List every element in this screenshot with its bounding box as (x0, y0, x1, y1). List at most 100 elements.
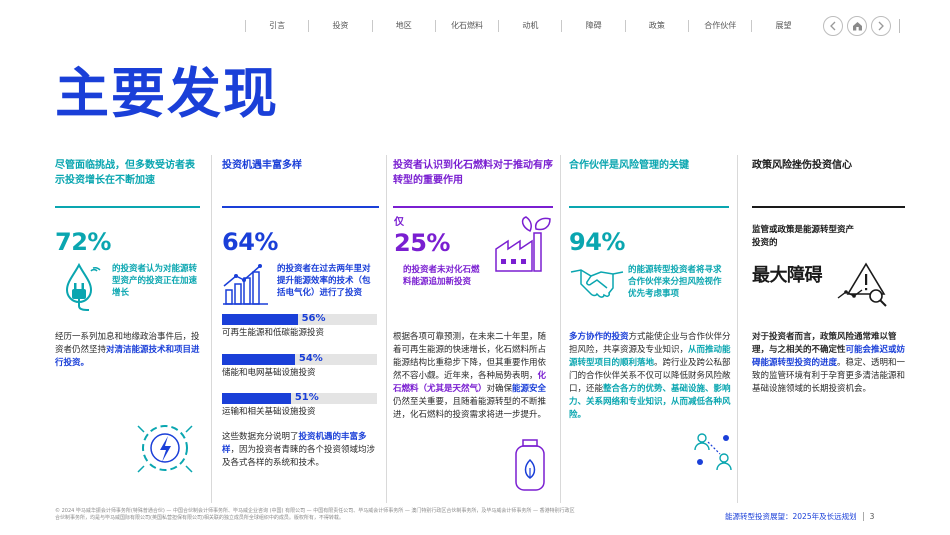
heading-rule (569, 206, 729, 208)
warning-search-icon (837, 262, 887, 307)
nav-separator (371, 20, 373, 32)
bar-item: 54% 储能和电网基础设施投资 (222, 353, 377, 379)
finding-policy-risk-body: 对于投资者而言，政策风险通常难以管理，与之相关的不确定性可能会推迟或妨碍能源转型… (752, 331, 907, 396)
energy-gear-icon (137, 425, 193, 473)
nav-controls-divider (899, 19, 900, 33)
next-page-button[interactable] (871, 16, 891, 36)
body-highlight: 对清洁能源技术和项目进行投资。 (55, 345, 200, 368)
stat-25-description: 的投资者未对化石燃料能源追加新投资 (403, 265, 480, 287)
column-divider (211, 155, 212, 503)
nav-separator (561, 20, 563, 32)
bar-track: 51% (222, 392, 377, 404)
factory-leaf-icon (495, 216, 551, 272)
column-divider (386, 155, 387, 503)
finding-policy-risk: 政策风险挫伤投资信心 (752, 158, 905, 208)
stat-94-description: 的能源转型投资者将寻求合作伙伴来分担风险视作优先考虑事项 (628, 265, 722, 299)
body-highlight: 投资机遇的丰富多样 (222, 432, 367, 455)
stat-72-description: 的投资者认为对能源转型资产的投资正在加速增长 (112, 264, 198, 298)
body-text: ，因为投资者青睐的各个投资领域均涉及各式各样的系统和技术。 (222, 445, 376, 468)
heading-rule (55, 206, 200, 208)
handshake-icon (570, 269, 624, 298)
biggest-barrier: 最大障碍 (752, 265, 823, 286)
bar-value: 54% (298, 353, 323, 364)
bar-fill (222, 393, 291, 404)
body-text: 这些数据充分说明了 (222, 432, 299, 442)
bar-label: 储能和电网基础设施投资 (222, 368, 316, 378)
finding-heading: 投资者认识到化石燃料对于推动有序转型的重要作用 (393, 160, 553, 186)
nav-item-partners[interactable]: 合作伙伴 (704, 21, 737, 30)
body-text: 经历一系列加息和地缘政治事件后，投资者仍然坚持 (55, 332, 200, 355)
nav-separator (688, 20, 690, 32)
report-title[interactable]: 能源转型投资展望：2025年及长远规划 (725, 512, 857, 521)
nav-item-barriers[interactable]: 障碍 (585, 21, 602, 30)
nav-separator (308, 20, 310, 32)
body-highlight: 可能会推迟或妨碍能源转型投资的进度 (752, 345, 906, 368)
finding-heading: 合作伙伴是风险管理的关键 (569, 160, 689, 171)
body-text: 。稳定、透明和一致的监管环境有利于孕育更多清洁能源和基础设施领域的长期投资机会。 (752, 358, 906, 394)
home-icon (852, 22, 862, 31)
policy-lead-text: 监管或政策是能源转型资产投资的 (752, 225, 855, 248)
body-text: 对确保 (486, 384, 513, 394)
nav-item-intro[interactable]: 引言 (269, 21, 286, 30)
footer-separator (862, 512, 864, 521)
nav-item-region[interactable]: 地区 (395, 21, 412, 30)
body-highlight: 整合各方的优势、基础设施、影响力、关系网络和专业知识，从而减低各种风险。 (569, 384, 731, 420)
heading-rule (752, 206, 905, 208)
heading-rule (393, 206, 553, 208)
legal-notice: © 2024 毕马威华振会计师事务所(特殊普通合伙) — 中国合伙制会计师事务所… (55, 508, 575, 521)
body-highlight: 能源安全 (512, 384, 547, 394)
bar-fill (222, 314, 298, 325)
gas-cylinder-icon (515, 439, 545, 491)
top-nav: 引言 投资 地区 化石燃料 动机 障碍 政策 合作伙伴 展望 (245, 18, 815, 34)
nav-item-outlook[interactable]: 展望 (775, 21, 792, 30)
prev-page-button[interactable] (823, 16, 843, 36)
bar-label: 运输和相关基础设施投资 (222, 407, 316, 417)
nav-controls (823, 16, 900, 36)
home-button[interactable] (847, 16, 867, 36)
finding-fossil-fuels-body: 根据各项可靠预测，在未来二十年里，随着可再生能源的快速增长，化石燃料所占能源结构… (393, 331, 553, 422)
finding-growth: 尽管面临挑战，但多数受访者表示投资增长在不断加速 (55, 158, 200, 208)
nav-item-motivation[interactable]: 动机 (522, 21, 539, 30)
body-highlight: 化石燃料（尤其是天然气） (393, 371, 547, 394)
heading-rule (222, 206, 379, 208)
body-highlight: 从而推动能源转型项目的顺利落地 (569, 345, 731, 368)
water-plug-icon (65, 262, 101, 311)
body-text: 方式能使企业与合作伙伴分担风险，共享资源及专业知识， (569, 332, 731, 355)
bar-value: 56% (301, 313, 326, 324)
stat-64-description: 的投资者在过去两年里对提升能源效率的技术（包括电气化）进行了投资 (277, 264, 371, 298)
stat-94: 94% (569, 228, 625, 256)
body-text: 对于投资者而言，政策风险通常难以管理，与之相关的不确定性 (752, 332, 897, 355)
body-text: 根据各项可靠预测，在未来二十年里，随着可再生能源的快速增长，化石燃料所占能源结构… (393, 332, 547, 381)
stat-72: 72% (55, 228, 111, 256)
finding-heading: 投资机遇丰富多样 (222, 160, 302, 171)
body-text: 。跨行业及跨公私部门的合作伙伴关系不仅可以降低财务风险敞口，还能 (569, 358, 731, 394)
people-network-icon (694, 433, 732, 471)
nav-separator (434, 20, 436, 32)
body-text: 仍然至关重要，且随着能源转型的不断推进，化石燃料的投资需求将进一步提升。 (393, 397, 547, 420)
nav-item-investment[interactable]: 投资 (332, 21, 349, 30)
finding-heading: 政策风险挫伤投资信心 (752, 160, 852, 171)
finding-heading: 尽管面临挑战，但多数受访者表示投资增长在不断加速 (55, 160, 195, 186)
bar-item: 56% 可再生能源和低碳能源投资 (222, 313, 377, 339)
chevron-right-icon (878, 21, 884, 31)
nav-separator (498, 20, 500, 32)
bar-item: 51% 运输和相关基础设施投资 (222, 392, 377, 418)
bar-track: 54% (222, 353, 377, 365)
bar-growth-icon (223, 264, 268, 305)
page-number: 3 (869, 512, 875, 521)
finding-partners-body: 多方协作的投资方式能使企业与合作伙伴分担风险，共享资源及专业知识，从而推动能源转… (569, 331, 731, 422)
stat-prefix: 仅 (394, 217, 404, 228)
bar-label: 可再生能源和低碳能源投资 (222, 328, 325, 338)
finding-growth-body: 经历一系列加息和地缘政治事件后，投资者仍然坚持对清洁能源技术和项目进行投资。 (55, 331, 205, 370)
bar-fill (222, 354, 295, 365)
finding-partners: 合作伙伴是风险管理的关键 (569, 158, 729, 208)
column-divider (737, 155, 738, 503)
nav-separator (624, 20, 626, 32)
nav-item-policy[interactable]: 政策 (648, 21, 665, 30)
chevron-left-icon (830, 21, 836, 31)
nav-item-fossil-fuel[interactable]: 化石燃料 (451, 21, 484, 30)
body-highlight: 多方协作的投资 (569, 332, 629, 342)
finding-opportunities: 投资机遇丰富多样 (222, 158, 379, 208)
page-title: 主要发现 (55, 62, 279, 125)
bar-value: 51% (294, 392, 319, 403)
